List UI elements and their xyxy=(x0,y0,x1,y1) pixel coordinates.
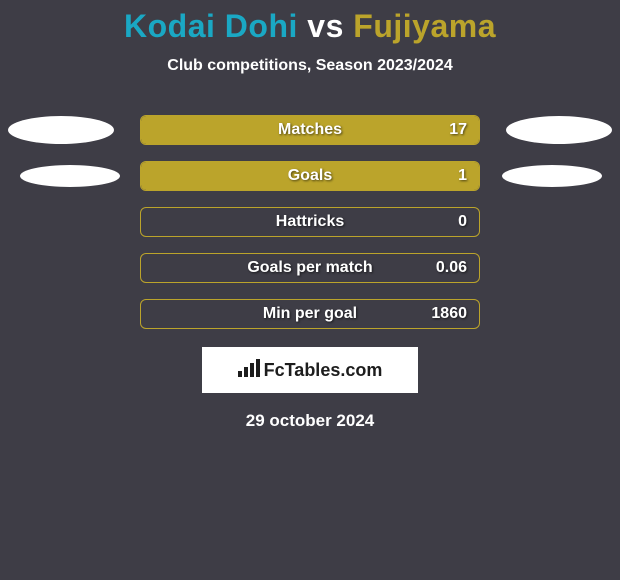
stat-rows: Matches 17 Goals 1 Hattricks 0 xyxy=(0,115,620,329)
stat-label: Matches xyxy=(278,121,342,139)
stat-row-mpg: Min per goal 1860 xyxy=(0,299,620,329)
stat-bar: Matches 17 xyxy=(140,115,480,145)
stat-value: 1 xyxy=(458,167,467,185)
player2-name: Fujiyama xyxy=(353,8,496,44)
stat-row-gpm: Goals per match 0.06 xyxy=(0,253,620,283)
stat-row-hattricks: Hattricks 0 xyxy=(0,207,620,237)
player1-name: Kodai Dohi xyxy=(124,8,298,44)
stat-value: 0 xyxy=(458,213,467,231)
stat-row-goals: Goals 1 xyxy=(0,161,620,191)
logo-box: FcTables.com xyxy=(202,347,418,393)
page-title: Kodai Dohi vs Fujiyama xyxy=(0,8,620,45)
stat-value: 1860 xyxy=(431,305,467,323)
stat-label: Hattricks xyxy=(276,213,344,231)
stat-label: Goals xyxy=(288,167,332,185)
stat-value: 17 xyxy=(449,121,467,139)
ellipse-icon xyxy=(502,165,602,187)
stat-value: 0.06 xyxy=(436,259,467,277)
stat-label: Goals per match xyxy=(247,259,372,277)
vs-text: vs xyxy=(307,8,344,44)
stat-label: Min per goal xyxy=(263,305,357,323)
stat-bar: Goals 1 xyxy=(140,161,480,191)
ellipse-icon xyxy=(8,116,114,144)
logo-text: FcTables.com xyxy=(264,360,383,381)
bars-icon xyxy=(238,359,260,382)
ellipse-icon xyxy=(20,165,120,187)
date-text: 29 october 2024 xyxy=(0,411,620,431)
subtitle: Club competitions, Season 2023/2024 xyxy=(0,57,620,75)
stat-bar: Min per goal 1860 xyxy=(140,299,480,329)
ellipse-icon xyxy=(506,116,612,144)
stat-bar: Hattricks 0 xyxy=(140,207,480,237)
logo: FcTables.com xyxy=(238,359,383,382)
comparison-card: Kodai Dohi vs Fujiyama Club competitions… xyxy=(0,0,620,431)
stat-row-matches: Matches 17 xyxy=(0,115,620,145)
stat-bar: Goals per match 0.06 xyxy=(140,253,480,283)
